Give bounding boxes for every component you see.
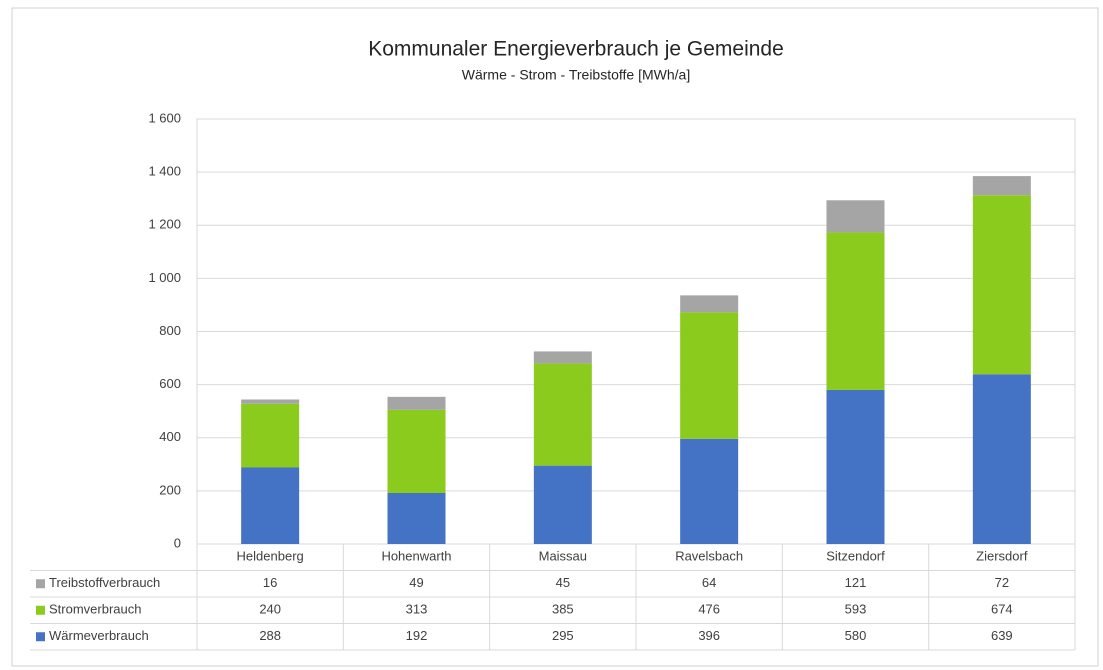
y-tick-label: 800 bbox=[159, 323, 181, 338]
legend-label: Stromverbrauch bbox=[49, 602, 141, 617]
table-value: 476 bbox=[698, 602, 720, 617]
y-tick-label: 600 bbox=[159, 376, 181, 391]
chart-title: Kommunaler Energieverbrauch je Gemeinde bbox=[368, 38, 784, 61]
table-value: 295 bbox=[552, 628, 574, 643]
legend-swatch bbox=[36, 605, 45, 615]
table-value: 72 bbox=[995, 575, 1009, 590]
table-value: 580 bbox=[845, 628, 867, 643]
x-tick-label: Heldenberg bbox=[237, 548, 304, 563]
table-value: 45 bbox=[556, 575, 570, 590]
bar-segment bbox=[387, 493, 446, 544]
bar-segment bbox=[387, 396, 446, 410]
bar-segment bbox=[533, 363, 592, 466]
x-tick-label: Hohenwarth bbox=[381, 548, 451, 563]
table-value: 396 bbox=[698, 628, 720, 643]
bar-segment bbox=[826, 389, 885, 544]
legend-label: Wärmeverbrauch bbox=[49, 628, 149, 643]
table-value: 240 bbox=[259, 602, 281, 617]
y-tick-label: 1 600 bbox=[148, 110, 181, 125]
bar-segment bbox=[826, 232, 885, 390]
bar-segment bbox=[680, 312, 739, 439]
bar-segment bbox=[826, 200, 885, 233]
x-tick-label: Sitzendorf bbox=[826, 548, 885, 563]
bar-segment bbox=[387, 409, 446, 493]
chart-subtitle: Wärme - Strom - Treibstoffe [MWh/a] bbox=[462, 67, 690, 83]
table-value: 593 bbox=[845, 602, 867, 617]
table-value: 192 bbox=[406, 628, 428, 643]
y-tick-label: 0 bbox=[174, 535, 181, 550]
table-value: 121 bbox=[845, 575, 867, 590]
legend-swatch bbox=[36, 632, 45, 642]
table-value: 16 bbox=[263, 575, 277, 590]
x-tick-label: Maissau bbox=[539, 548, 587, 563]
chart-frame bbox=[11, 7, 1099, 667]
table-value: 313 bbox=[406, 602, 428, 617]
bar-segment bbox=[533, 465, 592, 544]
table-value: 288 bbox=[259, 628, 281, 643]
y-tick-label: 400 bbox=[159, 429, 181, 444]
y-tick-label: 1 200 bbox=[148, 217, 181, 232]
table-value: 49 bbox=[409, 575, 423, 590]
table-value: 639 bbox=[991, 628, 1013, 643]
x-tick-label: Ravelsbach bbox=[675, 548, 743, 563]
table-value: 64 bbox=[702, 575, 716, 590]
bar-segment bbox=[972, 195, 1031, 375]
x-tick-label: Ziersdorf bbox=[976, 548, 1028, 563]
table-value: 674 bbox=[991, 602, 1013, 617]
bar-segment bbox=[241, 399, 300, 404]
y-tick-label: 1 000 bbox=[148, 270, 181, 285]
table-value: 385 bbox=[552, 602, 574, 617]
bar-segment bbox=[533, 351, 592, 364]
legend-swatch bbox=[36, 579, 45, 589]
y-tick-label: 1 400 bbox=[148, 164, 181, 179]
bar-segment bbox=[241, 403, 300, 468]
bar-segment bbox=[680, 295, 739, 313]
y-tick-label: 200 bbox=[159, 482, 181, 497]
bar-segment bbox=[241, 467, 300, 544]
bar-segment bbox=[972, 374, 1031, 544]
bar-segment bbox=[680, 438, 739, 544]
bar-segment bbox=[972, 176, 1031, 196]
legend-label: Treibstoffverbrauch bbox=[49, 575, 160, 590]
